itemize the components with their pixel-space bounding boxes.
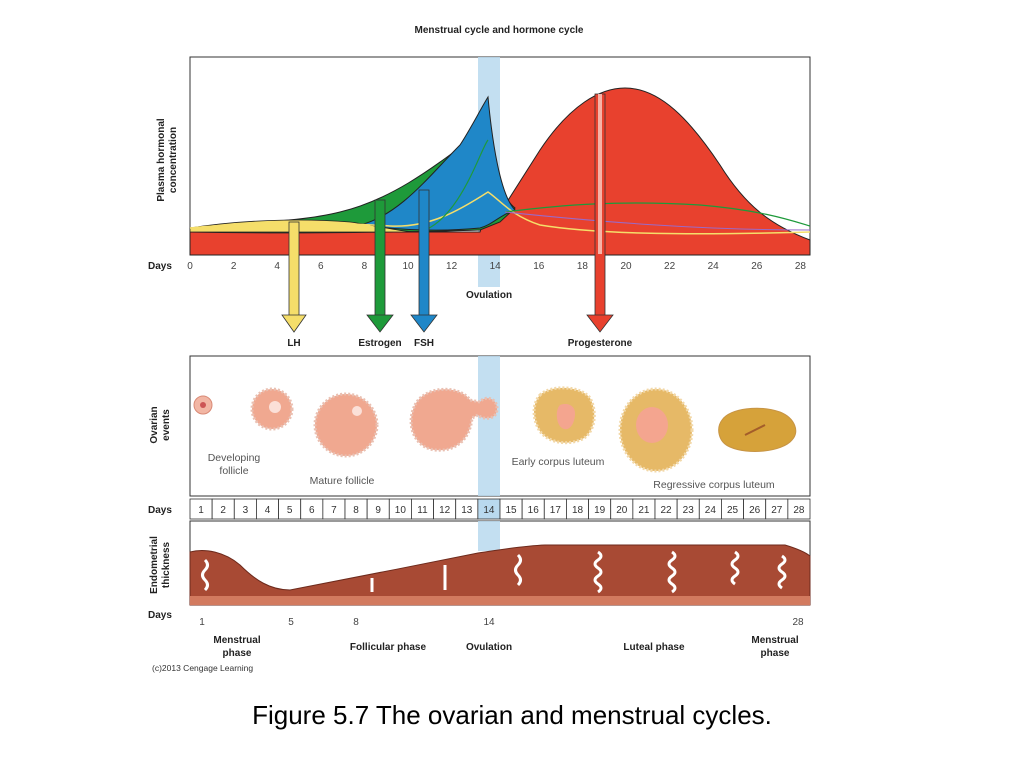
hormone-tick: 20 [620, 261, 632, 272]
svg-text:14: 14 [483, 617, 495, 628]
early-corpus-luteum-label: Early corpus luteum [512, 456, 605, 468]
mature-follicle-label: Mature follicle [310, 475, 375, 487]
ovarian-ylabel: Ovarian events [149, 406, 172, 443]
endometrial-lining [189, 544, 811, 606]
phase-ovulation: Ovulation [466, 642, 512, 653]
day-cell-label: 22 [661, 505, 673, 516]
ovarian-panel: Developing follicle Mature follicle Earl… [189, 355, 811, 497]
phase-menstrual-end-2: phase [761, 648, 790, 659]
day-cell-label: 7 [331, 505, 337, 516]
day-cell-label: 26 [749, 505, 761, 516]
figure-caption: Figure 5.7 The ovarian and menstrual cyc… [252, 700, 772, 730]
day-cell-label: 19 [594, 505, 606, 516]
phase-menstrual-2: phase [223, 648, 252, 659]
day-cell-label: 15 [506, 505, 518, 516]
day-cell-label: 1 [198, 505, 204, 516]
ovulating-follicle [409, 387, 499, 452]
progesterone-arrow-label: Progesterone [568, 338, 633, 349]
phase-luteal: Luteal phase [623, 642, 685, 653]
svg-text:concentration: concentration [168, 127, 179, 193]
fsh-arrow: FSH [410, 189, 438, 349]
svg-text:Plasma hormonal: Plasma hormonal [156, 118, 167, 202]
day-cell-label: 18 [572, 505, 584, 516]
ovulation-label: Ovulation [466, 290, 512, 301]
mature-follicle [313, 392, 379, 458]
endometrium-days-label: Days [148, 610, 172, 621]
day-cell-label: 25 [727, 505, 739, 516]
day-cell-label: 11 [417, 505, 428, 516]
hormone-tick: 14 [490, 261, 502, 272]
day-cell-label: 17 [550, 505, 562, 516]
progesterone-arrow: Progesterone [568, 93, 633, 349]
day-cell-label: 6 [309, 505, 315, 516]
lh-arrow-label: LH [287, 338, 300, 349]
day-cell-label: 14 [483, 505, 495, 516]
hormone-tick: 2 [231, 261, 237, 272]
fsh-curve [359, 95, 516, 231]
developing-follicle-label-1: Developing [208, 452, 261, 464]
lh-arrow: LH [281, 221, 307, 349]
svg-text:events: events [161, 409, 172, 441]
hormone-tick: 12 [446, 261, 458, 272]
svg-text:1: 1 [199, 617, 205, 628]
day-cell-label: 28 [793, 505, 805, 516]
copyright: (c)2013 Cengage Learning [152, 663, 253, 673]
day-strip-label: Days [148, 505, 172, 516]
day-cell-label: 16 [528, 505, 540, 516]
phase-menstrual-1: Menstrual [213, 635, 260, 646]
phase-follicular: Follicular phase [350, 642, 427, 653]
day-cell-label: 10 [395, 505, 407, 516]
day-cell-label: 3 [243, 505, 249, 516]
svg-text:8: 8 [353, 617, 359, 628]
lh-curve [189, 219, 421, 233]
day-cell-label: 12 [439, 505, 451, 516]
day-cell-label: 9 [375, 505, 381, 516]
hormone-ticks: 0 2 4 6 8 10 12 14 16 18 20 22 24 26 28 [187, 261, 806, 272]
day-cell-label: 5 [287, 505, 293, 516]
hormone-tick: 28 [795, 261, 807, 272]
day-cell-label: 27 [771, 505, 783, 516]
day-cell [787, 498, 811, 520]
figure: Menstrual cycle and hormone cycle Plasma… [148, 25, 811, 673]
hormone-tick: 26 [751, 261, 763, 272]
day-cell-label: 4 [265, 505, 271, 516]
hormone-tick: 24 [708, 261, 720, 272]
svg-text:Ovarian: Ovarian [149, 406, 160, 443]
day-cell-label: 20 [616, 505, 628, 516]
hormone-tick: 4 [274, 261, 280, 272]
day-cell-label: 2 [220, 505, 226, 516]
endometrium-ylabel: Endometrial thickness [149, 536, 172, 594]
svg-text:Endometrial: Endometrial [149, 536, 160, 594]
phase-menstrual-end-1: Menstrual [751, 635, 798, 646]
progesterone-curve [189, 87, 811, 256]
regressive-corpus-luteum-label: Regressive corpus luteum [653, 479, 775, 491]
day-cell-label: 21 [638, 505, 650, 516]
estrogen-arrow: Estrogen [358, 199, 402, 349]
hormone-tick: 8 [362, 261, 368, 272]
hormone-tick: 16 [533, 261, 545, 272]
hormone-tick: 10 [402, 261, 414, 272]
developing-follicle-label-2: follicle [219, 465, 248, 477]
hormone-tick: 18 [577, 261, 589, 272]
hormone-panel [189, 56, 811, 287]
day-cell-label: 13 [461, 505, 473, 516]
day-cell-label: 8 [353, 505, 359, 516]
hormone-ylabel: Plasma hormonal concentration [156, 118, 179, 202]
hormone-tick: 22 [664, 261, 676, 272]
endometrium-panel [189, 520, 811, 606]
endometrium-ticks: 1 5 8 14 28 [199, 617, 804, 628]
fsh-arrow-label: FSH [414, 338, 434, 349]
estrogen-arrow-label: Estrogen [358, 338, 401, 349]
day-strip: 1 2 3 4 5 6 7 8 9 10 11 12 13 14 15 16 17 18 19 20 21 22 23 24 2… [189, 498, 811, 520]
day-cell-label: 24 [705, 505, 717, 516]
hormone-tick: 6 [318, 261, 324, 272]
figure-title: Menstrual cycle and hormone cycle [415, 25, 584, 36]
hormone-tick: 0 [187, 261, 193, 272]
svg-text:28: 28 [792, 617, 804, 628]
svg-text:5: 5 [288, 617, 294, 628]
hormone-days-label: Days [148, 261, 172, 272]
svg-text:thickness: thickness [161, 541, 172, 588]
day-cell-label: 23 [683, 505, 695, 516]
